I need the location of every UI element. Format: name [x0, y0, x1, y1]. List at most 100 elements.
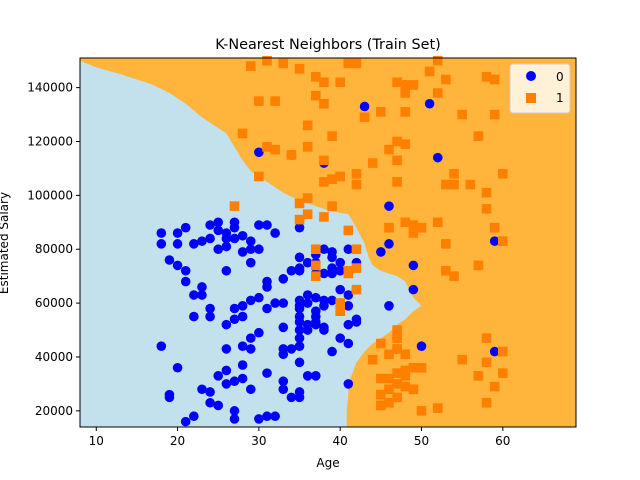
point-class-0: [254, 414, 264, 424]
point-class-1: [319, 77, 329, 88]
point-class-0: [319, 268, 329, 279]
point-class-1: [400, 139, 411, 149]
point-class-1: [302, 193, 313, 203]
x-tick-label: 30: [251, 434, 266, 448]
point-class-1: [465, 179, 476, 190]
point-class-1: [245, 61, 256, 71]
y-axis-ticks: 20000 40000 60000 80000 100000 120000 140000: [27, 81, 80, 418]
point-class-1: [376, 338, 386, 349]
point-class-1: [343, 265, 354, 276]
point-class-0: [278, 384, 289, 395]
point-class-0: [205, 233, 215, 244]
point-class-0: [278, 349, 289, 360]
point-class-0: [424, 98, 435, 109]
point-class-1: [335, 298, 345, 308]
point-class-0: [335, 333, 345, 343]
point-class-1: [489, 381, 500, 392]
point-class-1: [392, 325, 402, 335]
point-class-1: [408, 80, 419, 90]
point-class-0: [205, 397, 215, 408]
point-class-0: [237, 373, 248, 384]
axes-frame: [79, 57, 577, 428]
point-class-0: [205, 387, 215, 397]
point-class-0: [189, 239, 199, 249]
point-class-0: [180, 222, 191, 233]
x-axis-ticks: 10 20 30 40 50 60: [89, 427, 510, 448]
point-class-1: [229, 201, 240, 211]
point-class-0: [237, 360, 248, 370]
point-class-0: [302, 298, 313, 308]
point-class-1: [343, 58, 354, 69]
point-class-1: [392, 333, 402, 343]
point-class-0: [205, 303, 215, 314]
point-class-0: [359, 101, 370, 112]
point-class-0: [278, 274, 289, 284]
point-class-0: [237, 341, 248, 351]
point-class-1: [302, 120, 313, 131]
point-class-1: [408, 362, 419, 373]
legend-label-class-0: 0: [556, 70, 564, 84]
x-tick-label: 20: [170, 434, 185, 448]
legend: 0 1: [509, 63, 571, 114]
y-tick-label: 80000: [35, 242, 73, 256]
point-class-1: [416, 362, 427, 373]
point-class-0: [229, 314, 240, 325]
point-class-1: [302, 142, 313, 152]
point-class-0: [254, 327, 264, 338]
point-class-0: [229, 414, 240, 424]
y-axis-label: Estimated Salary: [0, 192, 11, 294]
point-class-1: [302, 209, 313, 220]
point-class-1: [359, 112, 370, 123]
point-class-0: [221, 379, 232, 389]
point-class-1: [392, 344, 402, 354]
point-class-1: [416, 406, 427, 416]
legend-marker-class-1: [526, 93, 536, 103]
point-class-1: [254, 96, 264, 106]
point-class-1: [335, 77, 345, 88]
point-class-0: [197, 236, 207, 246]
x-tick-label: 50: [414, 434, 429, 448]
point-class-0: [245, 384, 256, 395]
point-class-0: [311, 319, 321, 330]
point-class-0: [221, 365, 232, 376]
point-class-1: [400, 80, 411, 90]
x-axis-label: Age: [316, 456, 339, 470]
point-class-0: [189, 290, 199, 300]
point-class-1: [343, 225, 354, 236]
point-class-1: [294, 214, 305, 225]
point-class-0: [205, 311, 215, 322]
point-class-0: [335, 265, 345, 276]
point-class-0: [262, 220, 272, 230]
point-class-0: [221, 241, 232, 252]
point-class-1: [481, 333, 492, 343]
point-class-0: [384, 201, 394, 211]
point-class-1: [270, 96, 280, 106]
point-class-1: [327, 131, 337, 141]
point-class-0: [327, 295, 337, 306]
point-class-0: [262, 411, 272, 422]
x-tick-label: 40: [333, 434, 348, 448]
point-class-0: [432, 152, 443, 163]
point-class-0: [229, 303, 240, 314]
point-class-0: [302, 257, 313, 268]
point-class-0: [384, 300, 394, 311]
y-tick-label: 100000: [27, 188, 73, 202]
point-class-0: [189, 411, 199, 422]
point-class-0: [205, 220, 215, 230]
point-class-1: [351, 263, 362, 273]
point-class-0: [489, 346, 500, 357]
point-class-1: [376, 107, 386, 117]
point-class-1: [262, 142, 272, 152]
point-class-0: [343, 290, 354, 300]
point-class-0: [302, 325, 313, 335]
point-class-1: [473, 371, 484, 381]
point-class-1: [441, 239, 451, 249]
point-class-0: [262, 368, 272, 378]
point-class-0: [213, 400, 224, 411]
point-class-0: [262, 282, 272, 292]
point-class-1: [351, 244, 362, 255]
point-class-1: [416, 222, 427, 233]
point-class-0: [294, 392, 305, 403]
point-class-1: [498, 368, 508, 378]
point-class-1: [384, 349, 394, 360]
